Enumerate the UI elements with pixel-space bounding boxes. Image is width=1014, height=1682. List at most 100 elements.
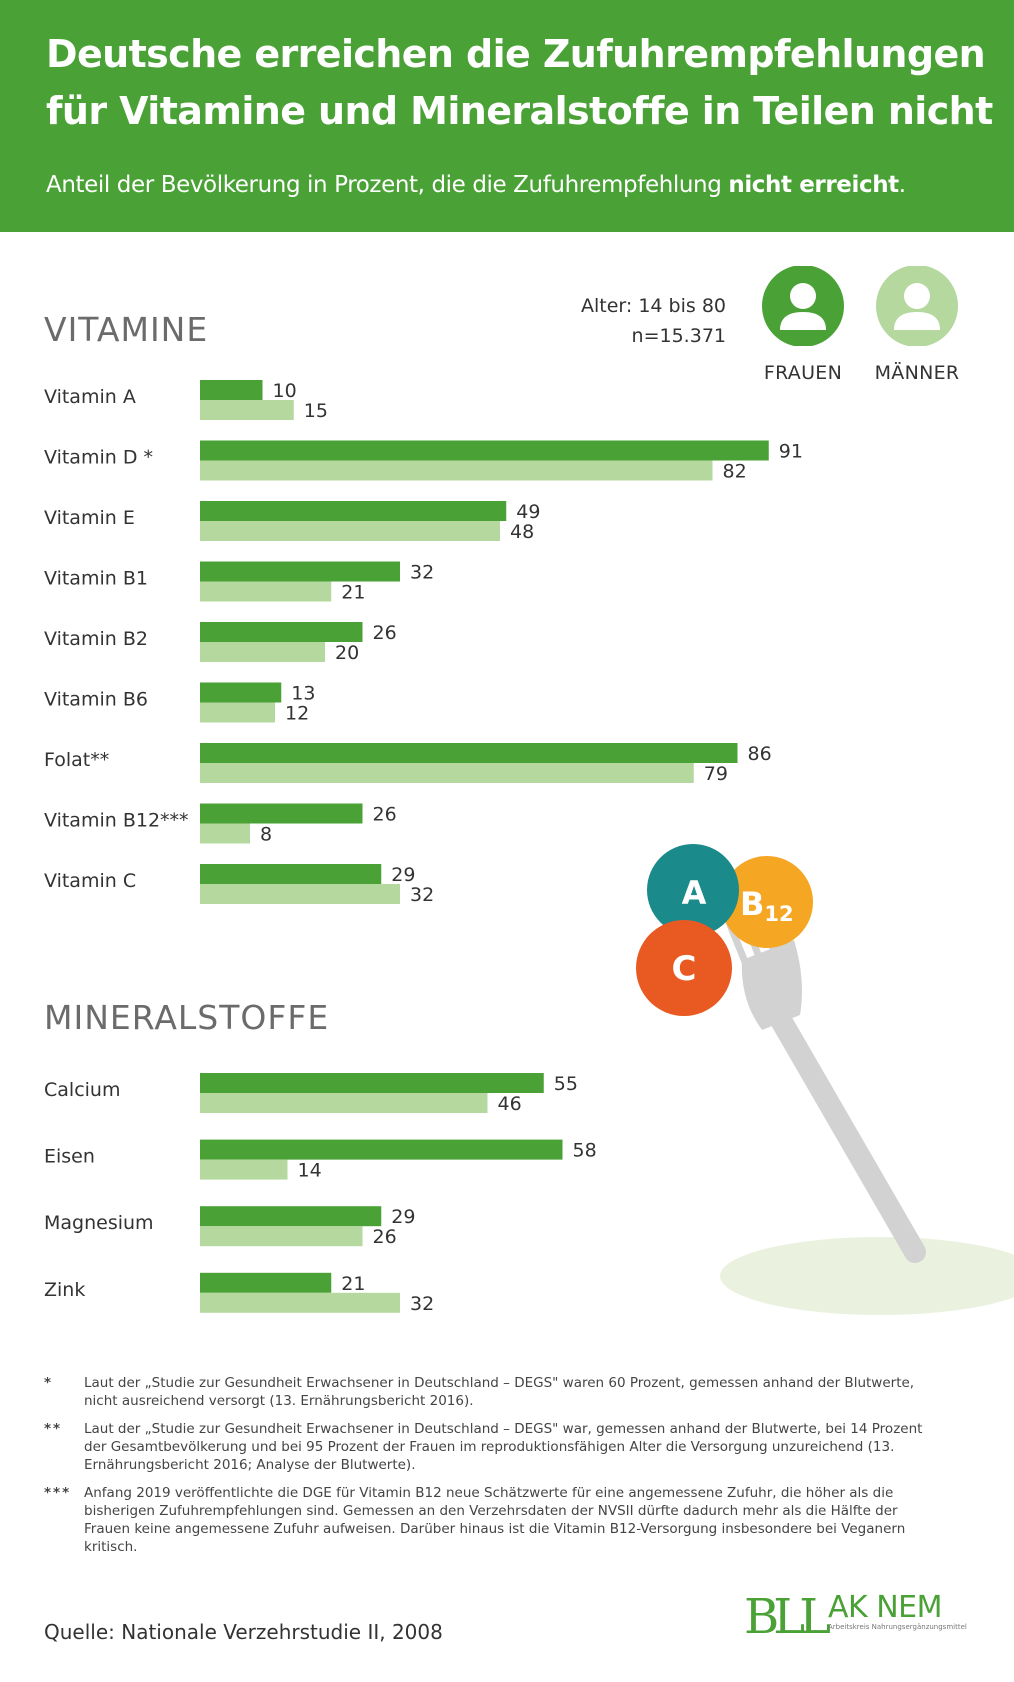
info-sample-size: n=15.371 [631,325,726,347]
bar-value-label-men: 12 [285,703,309,725]
bar-men [200,763,694,783]
bar-men [200,400,294,420]
logo-ak-subtitle-wrap: Arbeitskreis Nahrungsergänzungsmittel [828,1623,967,1631]
bar-value-label-women: 26 [373,622,397,644]
bar-men [200,884,400,904]
bar-value-label-women: 55 [554,1073,578,1095]
bar-value-label-men: 21 [341,582,365,604]
bar-category-label: Folat** [44,749,109,771]
bar-category-label: Eisen [44,1146,95,1168]
bar-value-label-men: 8 [260,824,272,846]
bar-category-label: Vitamin A [44,386,136,408]
page-title: Deutsche erreichen die Zufuhrempfehlunge… [46,32,993,133]
bar-value-label-men: 46 [498,1093,522,1115]
bar-value-label-women: 29 [391,1206,415,1228]
bar-women [200,682,282,703]
bar-value-label-men: 26 [373,1226,397,1248]
footnote-text: Laut der „Studie zur Gesundheit Erwachse… [84,1421,923,1473]
bar-women [200,440,769,461]
bar-women [200,501,507,521]
page-subtitle: Anteil der Bevölkerung in Prozent, die d… [46,170,1006,200]
footnote-mark: *** [44,1485,72,1501]
bar-women [200,1073,544,1093]
bar-women [200,1272,332,1293]
bar-category-label: Vitamin B1 [44,568,148,590]
source-note: Quelle: Nationale Verzehrstudie II, 2008 [44,1620,443,1644]
bar-women [200,622,363,642]
bar-men [200,642,325,662]
bar-men [200,1093,488,1113]
legend-label-men: MÄNNER [874,362,960,384]
bar-value-label-women: 29 [391,864,415,886]
bar-women [200,1139,563,1160]
bar-men [200,460,713,481]
decor-ball-c-label: C [672,949,697,989]
bar-women [200,864,382,884]
footnote-3: *** Anfang 2019 veröffentlichte die DGE … [44,1484,924,1556]
bar-men [200,1292,400,1313]
bar-women [200,803,363,824]
bar-value-label-women: 91 [779,441,803,463]
legend-icons [762,266,958,346]
bar-value-label-women: 32 [410,562,434,584]
bar-category-label: Magnesium [44,1212,154,1234]
bar-women [200,1206,382,1227]
bar-value-label-men: 32 [410,884,434,906]
bar-value-label-men: 79 [704,763,728,785]
bar-women [200,380,263,400]
footnote-mark: * [44,1375,54,1391]
bar-category-label: Vitamin B6 [44,689,148,711]
bar-category-label: Vitamin C [44,870,136,892]
footnote-text: Anfang 2019 veröffentlichte die DGE für … [84,1485,906,1555]
bar-value-label-men: 32 [410,1293,434,1315]
logo-ak-nem: AK NEM [828,1590,942,1625]
bar-value-label-women: 86 [748,743,772,765]
logo-ak-subtitle: Arbeitskreis Nahrungsergänzungsmittel [828,1623,967,1631]
bar-category-label: Calcium [44,1079,120,1101]
bar-value-label-women: 10 [273,380,297,402]
info-age: Alter: 14 bis 80 [580,295,726,317]
footnote-text: Laut der „Studie zur Gesundheit Erwachse… [84,1375,915,1409]
decor-ball-b12-label: B12 [740,885,794,926]
decor-plate-shadow [720,1237,1014,1315]
legend-label-women: FRAUEN [763,362,843,384]
decor-ball-a-label: A [682,874,707,912]
bar-men [200,823,250,844]
bar-value-label-men: 48 [510,521,534,543]
chart-vitamins: Vitamin A 10 15 Vitamin D * 91 82 Vitamin E 494… [44,380,803,906]
section-title-minerals: MINERALSTOFFE [44,998,330,1037]
bar-men [200,1226,363,1247]
decor-ball-a [647,844,739,936]
subtitle-emphasis: nicht erreicht [728,172,899,198]
bar-men [200,702,275,723]
bar-value-label-women: 49 [516,501,540,523]
bar-men [200,1159,288,1180]
bar-value-label-men: 82 [723,461,747,483]
bar-women [200,561,400,582]
bar-men [200,581,332,602]
bar-value-label-women: 58 [573,1140,597,1162]
bar-value-label-men: 20 [335,642,359,664]
footnotes: * Laut der „Studie zur Gesundheit Erwach… [44,1374,924,1566]
section-title-vitamins: VITAMINE [44,310,209,349]
legend-women-icon [762,266,844,346]
bar-category-label: Vitamin B2 [44,628,148,650]
bar-value-label-women: 21 [341,1273,365,1295]
footnote-1: * Laut der „Studie zur Gesundheit Erwach… [44,1374,924,1410]
bar-value-label-men: 14 [298,1160,322,1182]
bar-category-label: Vitamin D * [44,447,153,469]
decor-fork-illustration: A B12 C [636,844,1014,1315]
bar-value-label-men: 15 [304,400,328,422]
decor-ball-b12 [721,856,813,948]
bar-category-label: Vitamin B12*** [44,810,189,832]
decor-ball-c [636,920,732,1016]
subtitle-end: . [898,172,906,198]
logo-bll: BLL [744,1589,830,1645]
bar-category-label: Zink [44,1279,85,1301]
legend-men-icon [876,266,958,346]
bar-category-label: Vitamin E [44,507,135,529]
subtitle-text: Anteil der Bevölkerung in Prozent, die d… [46,172,729,198]
footnote-mark: ** [44,1421,63,1437]
footnote-2: ** Laut der „Studie zur Gesundheit Erwac… [44,1420,924,1474]
